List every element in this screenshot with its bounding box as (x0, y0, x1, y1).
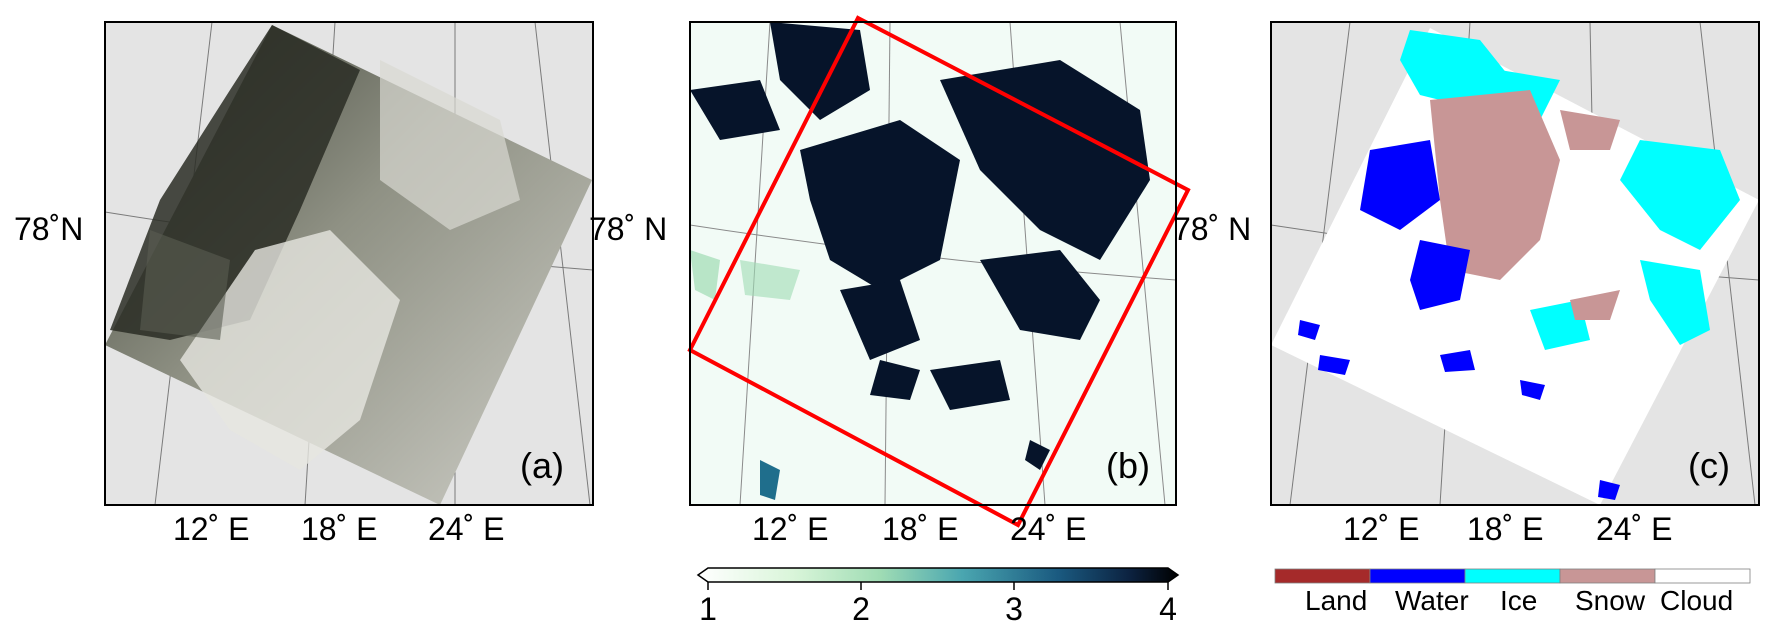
panel-c-latitude-label: 78˚ N (1173, 211, 1251, 247)
panel-b-longitude-label-12e: 12˚ E (752, 511, 828, 547)
legend-swatch-cloud (1654, 568, 1751, 584)
satellite-footprint-outline (687, 15, 1191, 528)
classification-map (1271, 28, 1759, 505)
colorbar-bar (696, 567, 1180, 583)
legend-label-water: Water (1395, 585, 1469, 616)
panel-b-longitude-label-24e: 24˚ E (1010, 511, 1086, 547)
legend-swatch-water (1369, 568, 1466, 584)
panel-c-frame (1270, 21, 1760, 506)
class-legend: Land Water Ice Snow Cloud (1274, 568, 1751, 616)
colorbar-tick-2: 2 (852, 591, 870, 627)
panel-c-longitude-label-18e: 18˚ E (1467, 511, 1543, 547)
panel-a-longitude-label-24e: 24˚ E (428, 511, 504, 547)
legend-label-land: Land (1305, 585, 1367, 616)
colorbar-tick-4: 4 (1159, 591, 1177, 627)
panel-a: 78˚N 12˚ E 18˚ E 24˚ E (a) (14, 21, 594, 547)
panel-c-longitude-label-12e: 12˚ E (1343, 511, 1419, 547)
panel-a-frame (104, 21, 594, 506)
legend-swatch-snow (1559, 568, 1656, 584)
panel-b-frame (689, 21, 1177, 506)
panel-c-longitude-label-24e: 24˚ E (1596, 511, 1672, 547)
colorbar-tick-3: 3 (1005, 591, 1023, 627)
legend-swatch-land (1274, 568, 1371, 584)
colorbar: 1 2 3 4 (696, 567, 1180, 627)
legend-label-ice: Ice (1500, 585, 1537, 616)
panel-a-latitude-label: 78˚N (14, 211, 83, 247)
panel-b-letter: (b) (1106, 445, 1150, 486)
panel-a-letter: (a) (520, 445, 564, 486)
panel-b-latitude-label: 78˚ N (589, 211, 667, 247)
panel-a-longitude-label-12e: 12˚ E (173, 511, 249, 547)
colorbar-tick-1: 1 (699, 591, 717, 627)
panel-b: 78˚ N 12˚ E 18˚ E 24˚ E (b) (589, 15, 1191, 547)
panel-c: 78˚ N 12˚ E 18˚ E 24˚ E (c) (1173, 21, 1760, 547)
legend-swatch-ice (1464, 568, 1561, 584)
panel-a-longitude-label-18e: 18˚ E (301, 511, 377, 547)
panel-c-letter: (c) (1688, 445, 1730, 486)
legend-label-cloud: Cloud (1660, 585, 1733, 616)
cloud-index-map (690, 22, 1150, 500)
panel-b-longitude-label-18e: 18˚ E (882, 511, 958, 547)
satellite-image (105, 25, 592, 505)
legend-label-snow: Snow (1575, 585, 1646, 616)
